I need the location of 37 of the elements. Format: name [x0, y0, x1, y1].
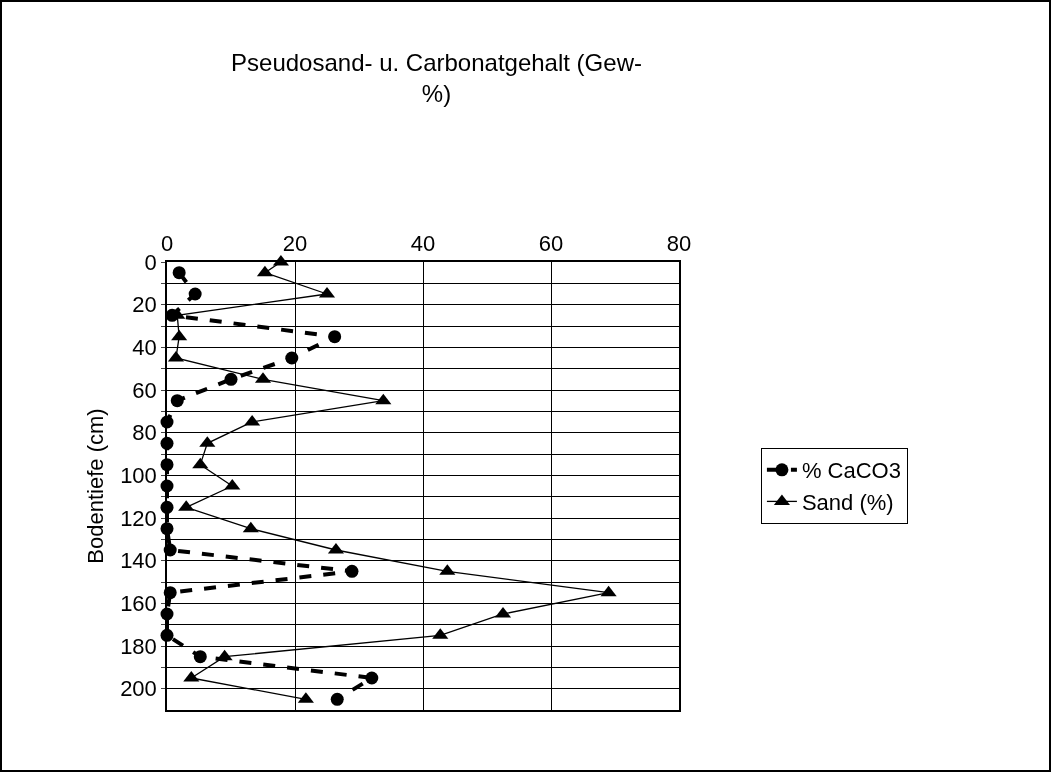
- point: [170, 394, 184, 408]
- y-tick-label: 0: [144, 249, 157, 275]
- x-tick-label: 80: [666, 231, 692, 257]
- point: [375, 393, 392, 405]
- y-tick-label: 140: [120, 548, 157, 574]
- point: [171, 329, 188, 341]
- y-tick-label: 80: [132, 420, 157, 446]
- point: [365, 671, 379, 685]
- point: [193, 650, 207, 664]
- x-tick-label: 0: [160, 231, 174, 257]
- y-tick-label: 100: [120, 463, 157, 489]
- point: [328, 330, 342, 344]
- point: [345, 564, 359, 578]
- x-tick-label: 40: [410, 231, 436, 257]
- point: [216, 649, 233, 661]
- y-tick-label: 60: [132, 377, 157, 403]
- point: [285, 351, 299, 365]
- x-tick-label: 60: [538, 231, 564, 257]
- y-tick-label: 120: [120, 505, 157, 531]
- legend-label: % CaCO3: [801, 458, 901, 484]
- y-tick-label: 160: [120, 591, 157, 617]
- y-tick-label: 20: [132, 292, 157, 318]
- point: [256, 265, 273, 277]
- y-axis-title: Bodentiefe (cm): [83, 408, 109, 564]
- point: [330, 692, 344, 706]
- point: [600, 585, 617, 597]
- chart-title: Pseudosand- u. Carbonatgehalt (Gew- %): [231, 49, 642, 108]
- y-tick-label: 200: [120, 676, 157, 702]
- y-tick-label: 180: [120, 633, 157, 659]
- point: [188, 287, 202, 301]
- point: [172, 266, 186, 280]
- point: [224, 372, 238, 386]
- legend-label: Sand (%): [801, 489, 894, 515]
- point: [192, 457, 209, 469]
- y-tick-label: 40: [132, 335, 157, 361]
- x-tick-label: 20: [282, 231, 308, 257]
- point: [242, 521, 259, 533]
